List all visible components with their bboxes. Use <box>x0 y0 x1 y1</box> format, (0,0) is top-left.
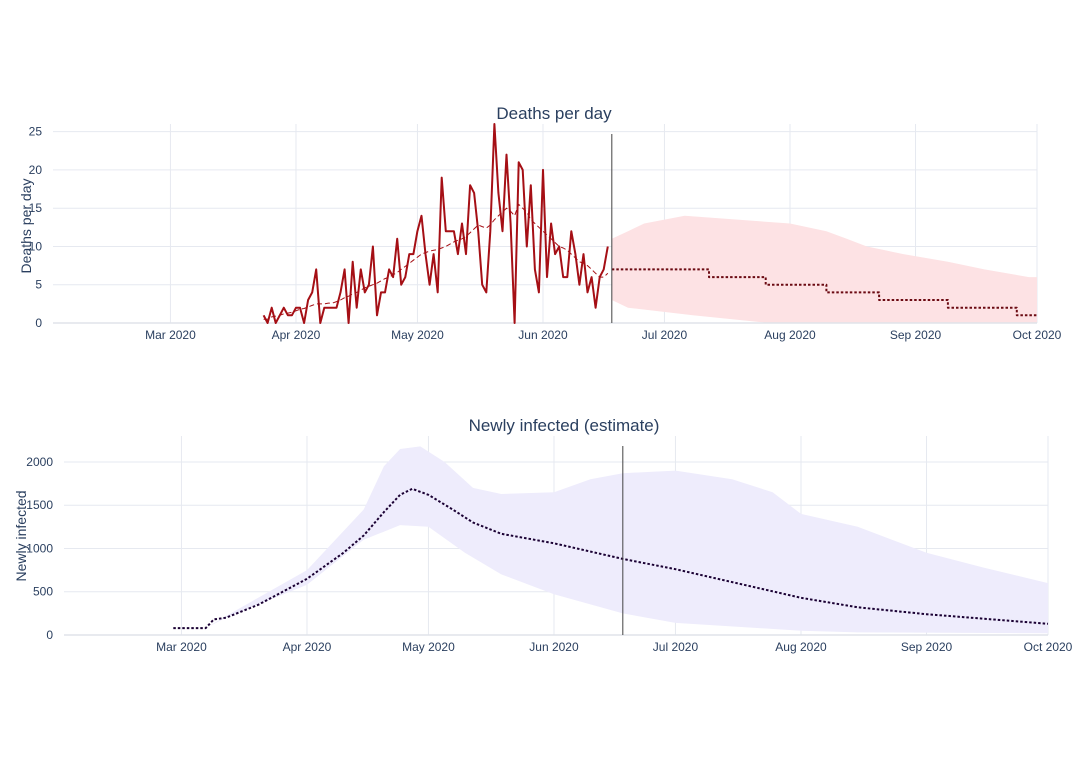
infected-x-tick-label: Sep 2020 <box>901 640 953 654</box>
deaths-y-tick-label: 0 <box>35 316 42 330</box>
deaths-uncertainty-band <box>611 215 1037 323</box>
infected-x-tick-label: Apr 2020 <box>283 640 332 654</box>
deaths-y-tick-label: 10 <box>29 239 43 253</box>
deaths-y-tick-label: 15 <box>29 201 43 215</box>
infected-x-tick-label: Aug 2020 <box>775 640 827 654</box>
deaths-x-tick-label: Jun 2020 <box>518 328 568 342</box>
deaths-x-tick-label: Oct 2020 <box>1013 328 1062 342</box>
infected-x-tick-label: Oct 2020 <box>1024 640 1073 654</box>
newly-infected-chart: Newly infected (estimate) Newly infected… <box>13 416 1073 654</box>
deaths-x-tick-label: Jul 2020 <box>642 328 688 342</box>
infected-y-tick-label: 0 <box>46 628 53 642</box>
deaths-x-tick-label: May 2020 <box>391 328 444 342</box>
infected-x-tick-label: May 2020 <box>402 640 455 654</box>
infected-chart-title: Newly infected (estimate) <box>469 416 660 435</box>
deaths-forecast-line <box>611 268 1037 317</box>
infected-y-tick-label: 1000 <box>26 541 53 555</box>
infected-y-axis-label: Newly infected <box>13 490 29 581</box>
deaths-observed-line <box>262 123 609 324</box>
deaths-y-tick-label: 25 <box>29 125 43 139</box>
deaths-y-axis-label: Deaths per day <box>18 179 34 274</box>
infected-x-tick-label: Jun 2020 <box>529 640 579 654</box>
deaths-x-tick-label: Apr 2020 <box>272 328 321 342</box>
infected-uncertainty-band <box>173 446 1049 634</box>
infected-y-tick-label: 500 <box>33 585 53 599</box>
infected-y-tick-label: 2000 <box>26 455 53 469</box>
deaths-y-tick-label: 5 <box>35 278 42 292</box>
infected-forecast-line <box>173 487 1049 630</box>
deaths-x-tick-label: Aug 2020 <box>764 328 816 342</box>
deaths-chart-title: Deaths per day <box>496 104 612 123</box>
deaths-rolling-average-line <box>263 203 609 320</box>
deaths-x-tick-label: Sep 2020 <box>890 328 942 342</box>
deaths-x-tick-label: Mar 2020 <box>145 328 196 342</box>
deaths-per-day-chart: Deaths per day Deaths per day 0 5 10 15 20 25… <box>18 104 1062 342</box>
infected-y-tick-label: 1500 <box>26 498 53 512</box>
infected-x-tick-label: Jul 2020 <box>653 640 699 654</box>
infected-x-tick-label: Mar 2020 <box>156 640 207 654</box>
deaths-y-tick-label: 20 <box>29 163 43 177</box>
